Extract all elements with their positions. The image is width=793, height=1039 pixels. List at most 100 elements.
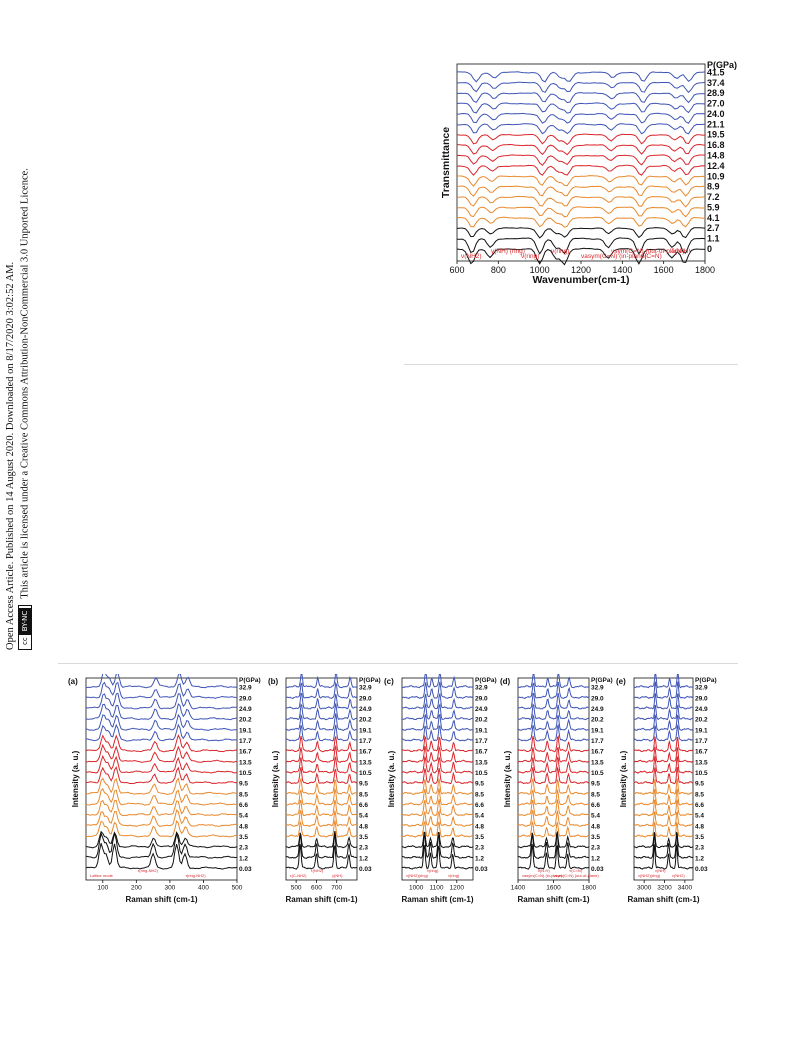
spectrum-line — [401, 713, 474, 731]
spectrum-line — [457, 195, 706, 208]
spectrum-line — [456, 92, 706, 104]
raman-figure: 0.03 1.2 2.3 3.5 4.8 5.4 6.6 8.5 9.5 10.5 13.5 16.7… — [66, 669, 718, 904]
pressure-label: 2.3 — [359, 845, 368, 852]
pressure-label: 8.5 — [475, 791, 484, 798]
pressure-label: 12.4 — [707, 161, 725, 171]
pressure-label: 4.8 — [695, 823, 704, 830]
x-tick-label: 600 — [311, 885, 322, 892]
pressure-label: 29.0 — [591, 695, 604, 702]
peak-annotations: τ(C-NH2) τ(NH2) γ(NH) — [290, 868, 343, 878]
spectrum-line — [456, 143, 706, 156]
spectrum-line — [85, 743, 238, 763]
pressure-label: 20.2 — [359, 717, 372, 724]
raman-panel-b: 0.03 1.2 2.3 3.5 4.8 5.4 6.6 8.5 9.5 10.5 13.5 16.7… — [266, 671, 382, 904]
pressure-label: 0.03 — [695, 866, 708, 873]
pressure-label: 29.0 — [359, 695, 372, 702]
x-tick-label: 400 — [198, 885, 209, 892]
pressure-label: 0.03 — [591, 866, 604, 873]
spectrum-line — [456, 102, 706, 114]
spectrum-line — [517, 723, 590, 742]
figure-divider-bottom — [58, 663, 738, 664]
x-tick-label: 500 — [232, 885, 243, 892]
ftir-chart: 01.12.74.15.97.28.910.912.414.816.819.52… — [440, 60, 737, 286]
spectrum-line — [85, 692, 238, 710]
spectrum-line — [85, 809, 238, 827]
x-axis-label: Raman shift (cm-1) — [517, 895, 589, 904]
spectrum-line — [401, 745, 474, 764]
spectrum-line — [85, 681, 238, 699]
spectrum-line — [401, 681, 474, 699]
pressure-label: 7.2 — [707, 192, 720, 202]
pressure-label: 5.4 — [591, 813, 600, 820]
pressure-label: 6.6 — [695, 802, 704, 809]
peak-annotation: γ(NH) (ring) — [491, 248, 525, 255]
spectrum-line — [456, 164, 706, 176]
pressure-label: 19.1 — [695, 727, 708, 734]
spectrum-line — [633, 723, 694, 742]
pressure-label: 14.8 — [707, 151, 725, 161]
spectrum-line — [401, 768, 474, 785]
spectrum-line — [633, 704, 694, 721]
x-tick-label: 1800 — [582, 885, 597, 892]
pressure-label: 20.2 — [695, 717, 708, 724]
spectrum-line — [517, 692, 590, 710]
pressure-label: 8.9 — [707, 182, 720, 192]
cc-license-badge[interactable]: ccBY-NC — [18, 604, 32, 650]
spectrum-line — [401, 788, 474, 806]
raman-chart-a: 0.03 1.2 2.3 3.5 4.8 5.4 6.6 8.5 9.5 10.5 13.5 16.7… — [68, 669, 261, 904]
pressure-label: 8.5 — [695, 791, 704, 798]
x-tick-label: 1400 — [511, 885, 526, 892]
panel-label: (e) — [616, 677, 626, 686]
spectrum-line — [285, 830, 358, 849]
spectrum-line — [401, 809, 474, 827]
raman-chart-c: 0.03 1.2 2.3 3.5 4.8 5.4 6.6 8.5 9.5 10.5 13.5 16.7… — [384, 671, 497, 904]
legend-title: P(GPa) — [359, 677, 381, 684]
x-tick-label: 800 — [491, 265, 506, 275]
pressure-label: 17.7 — [475, 738, 488, 745]
legend-title: P(GPa) — [239, 677, 261, 684]
pressure-label: 4.8 — [359, 823, 368, 830]
spectrum-line — [401, 831, 474, 849]
spectrum-line — [401, 820, 474, 838]
peak-annotation: νasym(C=N) (in-plane) — [522, 873, 563, 878]
license-text: Open Access Article. Published on 14 Aug… — [4, 120, 50, 650]
spectrum-line — [633, 778, 694, 796]
spectrum-line — [85, 830, 238, 849]
pressure-label: 32.9 — [239, 685, 252, 692]
pressure-label: 13.5 — [695, 759, 708, 766]
spectrum-line — [456, 247, 706, 266]
pressure-label: 16.7 — [591, 749, 604, 756]
spectrum-line — [285, 809, 358, 828]
pressure-label: 9.5 — [475, 781, 484, 788]
spectrum-line — [633, 692, 694, 710]
pressure-label: 9.5 — [239, 781, 248, 788]
plot-frame — [85, 677, 238, 881]
panel-label: (c) — [384, 677, 394, 686]
pressure-label: 24.9 — [475, 706, 488, 713]
x-tick-label: 600 — [449, 265, 464, 275]
spectrum-line — [401, 734, 474, 753]
peak-annotation: ν(NH2)(ring) — [406, 873, 429, 878]
pressure-label: 29.0 — [239, 695, 252, 702]
pressure-label: 1.2 — [239, 855, 248, 862]
by-nc-label: BY-NC — [19, 607, 31, 635]
x-tick-label: 1800 — [695, 265, 715, 275]
raman-panel-a: 0.03 1.2 2.3 3.5 4.8 5.4 6.6 8.5 9.5 10.5 13.5 16.7… — [66, 669, 266, 904]
peak-annotation: ν(ring) — [521, 253, 539, 260]
x-tick-label: 3000 — [637, 885, 652, 892]
pressure-label: 2.3 — [475, 845, 484, 852]
peak-annotation: δ(N-H) — [671, 248, 691, 255]
pressure-label: 13.5 — [591, 759, 604, 766]
pressure-label: 20.2 — [475, 717, 488, 724]
spectrum-line — [85, 787, 238, 806]
pressure-label: 20.2 — [239, 717, 252, 724]
spectrum-line — [517, 713, 590, 731]
peak-annotation: ν(C=N) — [569, 868, 582, 873]
peak-annotation: Lattice mode — [90, 873, 114, 878]
spectrum-line — [517, 844, 590, 870]
x-tick-label: 3400 — [678, 885, 693, 892]
spectrum-line — [401, 702, 474, 721]
spectrum-line — [285, 735, 358, 753]
spectrum-line — [401, 671, 474, 689]
pressure-label: 5.4 — [475, 813, 484, 820]
